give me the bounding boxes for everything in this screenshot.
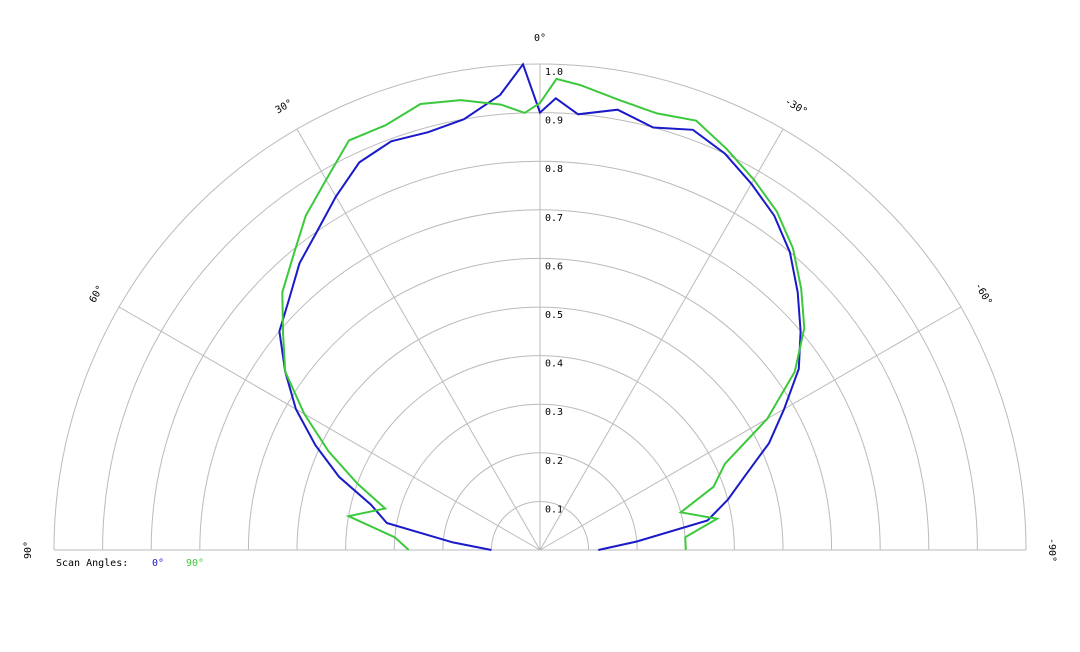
theta-tick-label: -60°	[972, 281, 994, 307]
r-tick-label: 0.6	[545, 261, 563, 272]
r-tick-label: 0.9	[545, 116, 563, 127]
legend-title: Scan Angles:	[56, 558, 128, 569]
grid-spoke	[539, 306, 962, 551]
theta-tick-label: 30°	[274, 98, 295, 117]
r-tick-label: 0.7	[545, 213, 563, 224]
r-tick-label: 0.3	[545, 407, 563, 418]
legend-entry: 0°	[152, 558, 164, 569]
series-line	[281, 77, 806, 551]
r-tick-label: 0.2	[545, 456, 563, 467]
r-tick-label: 1.0	[545, 67, 563, 78]
r-tick-label: 0.8	[545, 164, 563, 175]
series-line	[278, 62, 802, 551]
theta-tick-label: 0°	[534, 33, 546, 44]
grid-spoke	[118, 306, 541, 551]
r-tick-label: 0.1	[545, 504, 563, 515]
grid-spoke	[539, 128, 784, 551]
theta-tick-label: -90°	[1046, 538, 1057, 562]
r-tick-label: 0.4	[545, 359, 563, 370]
grid-spoke	[296, 128, 541, 551]
r-tick-label: 0.5	[545, 310, 563, 321]
theta-tick-label: -30°	[783, 96, 809, 118]
legend-entry: 90°	[186, 558, 204, 569]
theta-tick-label: 90°	[23, 541, 34, 559]
theta-tick-label: 60°	[88, 284, 107, 305]
